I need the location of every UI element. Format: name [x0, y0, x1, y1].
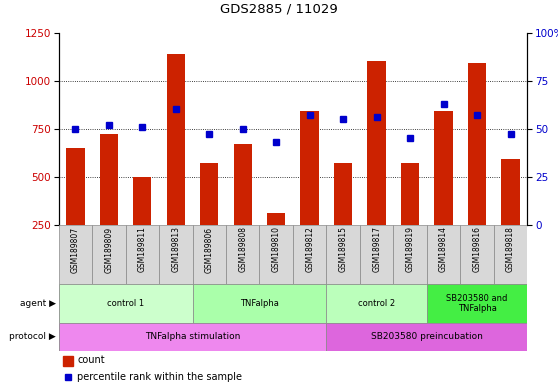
Bar: [427, 284, 527, 323]
Text: GSM189806: GSM189806: [205, 227, 214, 273]
Bar: [326, 225, 360, 284]
Bar: [226, 225, 259, 284]
Text: GSM189816: GSM189816: [473, 227, 482, 272]
Text: control 1: control 1: [107, 299, 144, 308]
Bar: [59, 323, 326, 351]
Text: GSM189815: GSM189815: [339, 227, 348, 272]
Bar: [193, 284, 326, 323]
Text: count: count: [78, 356, 105, 366]
Bar: [59, 225, 92, 284]
Bar: [293, 225, 326, 284]
Bar: [63, 356, 73, 366]
Bar: [460, 225, 494, 284]
Text: SB203580 preincubation: SB203580 preincubation: [371, 333, 483, 341]
Bar: [200, 163, 219, 225]
Text: GSM189811: GSM189811: [138, 227, 147, 272]
Bar: [326, 323, 527, 351]
Text: agent ▶: agent ▶: [20, 299, 56, 308]
Bar: [393, 225, 427, 284]
Bar: [367, 61, 386, 225]
Bar: [434, 111, 453, 225]
Text: GSM189808: GSM189808: [238, 227, 247, 272]
Bar: [501, 159, 519, 225]
Text: GSM189812: GSM189812: [305, 227, 314, 272]
Bar: [360, 225, 393, 284]
Bar: [133, 177, 152, 225]
Text: GSM189813: GSM189813: [171, 227, 180, 272]
Text: GSM189818: GSM189818: [506, 227, 515, 272]
Bar: [334, 163, 353, 225]
Bar: [166, 54, 185, 225]
Bar: [99, 134, 118, 225]
Text: protocol ▶: protocol ▶: [9, 333, 56, 341]
Text: GSM189809: GSM189809: [104, 227, 113, 273]
Bar: [92, 225, 126, 284]
Bar: [59, 284, 193, 323]
Text: GSM189817: GSM189817: [372, 227, 381, 272]
Text: GSM189814: GSM189814: [439, 227, 448, 272]
Text: GDS2885 / 11029: GDS2885 / 11029: [220, 2, 338, 15]
Bar: [159, 225, 193, 284]
Bar: [300, 111, 319, 225]
Bar: [126, 225, 159, 284]
Bar: [494, 225, 527, 284]
Text: percentile rank within the sample: percentile rank within the sample: [78, 372, 242, 382]
Text: SB203580 and
TNFalpha: SB203580 and TNFalpha: [446, 294, 508, 313]
Bar: [233, 144, 252, 225]
Bar: [66, 148, 85, 225]
Bar: [326, 284, 427, 323]
Text: TNFalpha: TNFalpha: [240, 299, 279, 308]
Bar: [267, 213, 285, 225]
Text: TNFalpha stimulation: TNFalpha stimulation: [145, 333, 240, 341]
Text: control 2: control 2: [358, 299, 395, 308]
Text: GSM189810: GSM189810: [272, 227, 281, 272]
Text: GSM189807: GSM189807: [71, 227, 80, 273]
Bar: [468, 63, 486, 225]
Bar: [401, 163, 420, 225]
Bar: [193, 225, 226, 284]
Bar: [259, 225, 293, 284]
Text: GSM189819: GSM189819: [406, 227, 415, 272]
Bar: [427, 225, 460, 284]
